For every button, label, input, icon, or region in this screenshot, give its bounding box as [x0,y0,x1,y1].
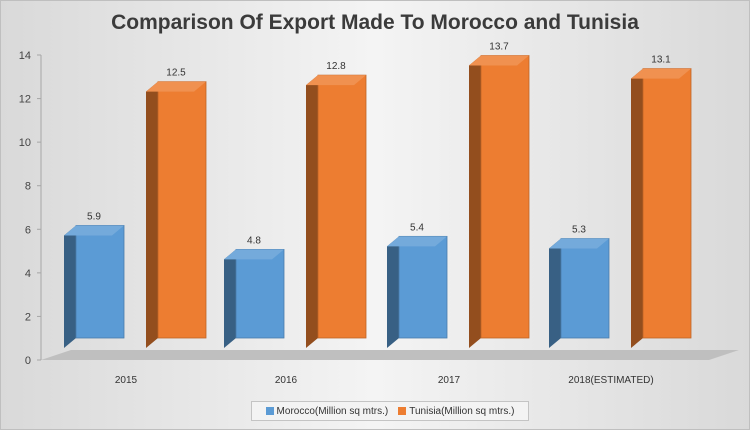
data-label-morocco: 5.9 [87,211,101,222]
legend-swatch-tunisia [398,407,407,415]
legend-item-morocco: Morocco(Million sq mtrs.) [265,405,389,417]
data-label-tunisia: 12.5 [166,68,186,79]
bar-top-tunisia [469,55,529,66]
bar-top-morocco [224,249,284,260]
y-tick-label: 14 [19,50,31,62]
y-tick-label: 4 [25,268,31,280]
chart-legend: Morocco(Million sq mtrs.) Tunisia(Millio… [251,401,529,421]
bar-top-morocco [64,225,124,236]
y-tick-label: 12 [19,94,31,106]
data-label-morocco: 5.3 [572,225,586,236]
x-tick-label: 2015 [115,375,138,386]
legend-item-tunisia: Tunisia(Million sq mtrs.) [398,406,514,417]
bar-side-morocco [549,238,561,348]
chart-floor [41,350,739,360]
data-label-tunisia: 12.8 [326,61,346,72]
legend-label-morocco: Morocco(Million sq mtrs.) [276,405,389,417]
y-tick-label: 6 [25,224,31,236]
bar-side-tunisia [306,75,318,349]
bar-side-tunisia [469,55,481,349]
bar-side-morocco [387,236,399,348]
data-label-morocco: 4.8 [247,235,261,246]
bar-side-morocco [64,225,76,348]
bar-side-tunisia [146,81,158,348]
bar-morocco [398,235,448,339]
bar-top-tunisia [306,75,366,86]
bar-tunisia [642,68,692,339]
bar-tunisia [157,81,207,339]
data-label-morocco: 5.4 [410,222,424,233]
data-label-tunisia: 13.7 [489,42,509,53]
bar-morocco [560,238,610,339]
bar-tunisia [317,74,367,339]
data-label-tunisia: 13.1 [651,55,671,66]
chart-title: Comparison Of Export Made To Morocco and… [111,11,639,34]
y-tick-label: 2 [25,311,31,323]
bar-top-tunisia [146,81,206,92]
bar-top-morocco [387,236,447,247]
x-tick-label: 2017 [438,375,461,386]
y-tick-label: 10 [19,137,31,149]
bar-side-morocco [224,249,236,348]
legend-label-tunisia: Tunisia(Million sq mtrs.) [409,405,515,417]
legend-swatch-morocco [265,407,274,415]
x-tick-label: 2016 [275,375,298,386]
y-tick-label: 8 [25,181,31,193]
y-tick-label: 0 [25,355,31,367]
bar-tunisia [480,55,530,339]
bar-top-morocco [549,238,609,249]
bar-top-tunisia [631,68,691,79]
bar-morocco [235,249,285,339]
bar-morocco [75,225,125,339]
bar-side-tunisia [631,68,643,348]
x-tick-label: 2018(ESTIMATED) [568,375,653,386]
